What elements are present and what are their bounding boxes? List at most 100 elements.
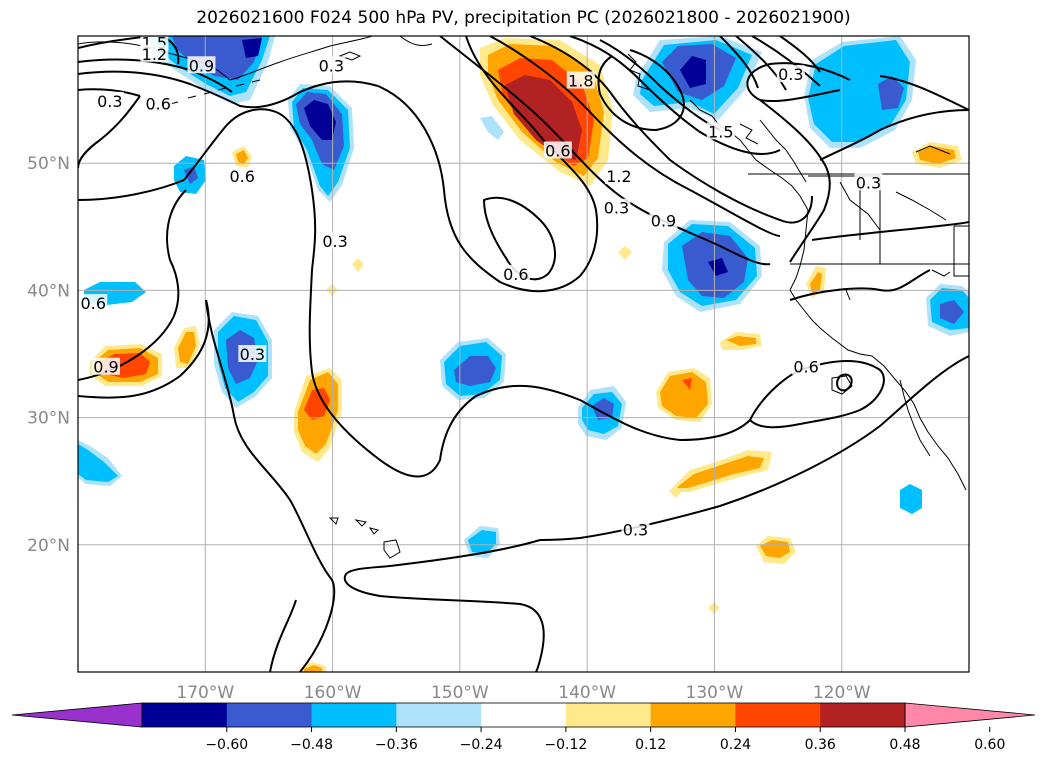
lon-tick-label: 140°W <box>558 683 616 703</box>
precip-negative-feature <box>900 484 922 514</box>
contour-label-bg <box>95 91 124 109</box>
precip-negative-feature <box>804 36 916 148</box>
colorbar-bin <box>650 703 736 727</box>
contour-label: 0.3 <box>319 56 344 75</box>
colorbar-bin <box>820 703 906 727</box>
lat-tick-label: 50°N <box>27 154 70 174</box>
contour-label-bg <box>501 264 530 282</box>
precip-negative-feature <box>468 530 496 554</box>
contour-label-bg <box>621 520 650 538</box>
colorbar-tick-label: −0.24 <box>460 737 503 753</box>
map-frame <box>77 35 970 673</box>
contour-label-bg <box>566 71 595 89</box>
colorbar-tick-label: −0.36 <box>375 737 418 753</box>
lon-tick-label: 130°W <box>686 683 744 703</box>
chart-title: 2026021600 F024 500 hPa PV, precipitatio… <box>196 8 851 28</box>
contour-label-bg <box>706 122 735 140</box>
contour-label: 0.3 <box>856 173 881 192</box>
contour-label-bg <box>140 44 169 62</box>
precip-positive-feature <box>236 150 248 164</box>
colorbar-extend-low <box>11 702 143 728</box>
contour-label: 1.2 <box>606 167 631 186</box>
lon-tick-label: 150°W <box>431 683 489 703</box>
colorbar: −0.60 −0.48 −0.36 −0.24 −0.12 0.12 0.24 0.36 0.4… <box>11 702 1036 753</box>
contour-label: 0.6 <box>229 167 254 186</box>
contour-label-bg <box>543 141 572 159</box>
contour-label: 0.9 <box>93 358 118 377</box>
precip-positive-feature <box>178 332 196 364</box>
contour-label: 0.3 <box>322 232 347 251</box>
precip-positive-feature <box>670 486 682 498</box>
precip-positive-feature <box>918 146 956 164</box>
precip-positive-feature <box>810 272 822 294</box>
colorbar-tick-label: 0.36 <box>805 737 836 753</box>
colorbar-tick-label: 0.12 <box>635 737 666 753</box>
contour-label: 0.6 <box>503 265 528 284</box>
precip-negative-feature <box>633 36 762 120</box>
precip-positive-feature <box>294 368 342 462</box>
precip-negative-feature <box>184 166 198 184</box>
precip-negative-feature <box>440 338 506 400</box>
precip-negative-feature <box>78 444 118 482</box>
precip-negative-feature <box>288 84 354 202</box>
precip-negative-feature <box>480 116 504 140</box>
contour-label: 0.3 <box>604 199 629 218</box>
contour-label-bg <box>92 357 121 375</box>
colorbar-bin <box>735 703 821 727</box>
precip-positive-feature <box>656 368 712 422</box>
contour-label-bg <box>187 56 216 74</box>
colorbar-bin <box>481 703 567 727</box>
colorbar-bin <box>396 703 482 727</box>
lat-tick-label: 40°N <box>27 281 70 301</box>
colorbar-bin <box>311 703 397 727</box>
precip-positive-feature <box>668 450 772 492</box>
contour-label: 0.9 <box>189 56 214 75</box>
contour-label-bg <box>649 211 678 229</box>
colorbar-bin <box>226 703 313 727</box>
contour-label-bg <box>604 166 633 184</box>
contour-label: 1.5 <box>708 122 733 141</box>
colorbar-tick-label: −0.60 <box>205 737 248 753</box>
lat-tick-label: 30°N <box>27 409 70 429</box>
precip-positive-feature <box>304 665 322 672</box>
contour-label-bg <box>144 94 173 112</box>
colorbar-bin <box>565 703 652 727</box>
colorbar-tick-label: 0.60 <box>974 737 1005 753</box>
latitude-labels: 20°N 30°N 40°N 50°N <box>27 154 70 556</box>
contour-label-bg <box>317 56 346 74</box>
pv-contours <box>78 36 969 672</box>
contour-label: 0.6 <box>545 141 570 160</box>
contour-label-bg <box>238 345 267 362</box>
contour-label: 0.6 <box>81 294 106 313</box>
contour-label: 1.8 <box>568 72 593 91</box>
contour-label: 0.3 <box>97 92 122 111</box>
precip-pc-shading <box>78 36 969 672</box>
precip-positive-feature <box>726 336 756 346</box>
contour-label: 0.3 <box>240 345 265 364</box>
lon-tick-label: 170°W <box>176 683 234 703</box>
contour-label-bg <box>854 173 883 191</box>
contour-label: 0.6 <box>793 358 818 377</box>
colorbar-tick-label: −0.12 <box>544 737 587 753</box>
colorbar-bin <box>142 703 228 727</box>
contour-label: 0.9 <box>651 211 676 230</box>
precip-negative-feature <box>926 284 969 336</box>
contour-label-bg <box>792 357 821 375</box>
map-gridlines <box>78 36 969 672</box>
colorbar-tick-label: 0.24 <box>720 737 751 753</box>
colorbar-tick-label: −0.48 <box>290 737 333 753</box>
pv-contour-labels: 1.5 1.2 0.9 0.3 0.3 0.6 0.6 0.3 0.6 0.9 0.3 1.8 0.6 1… <box>79 33 883 540</box>
lat-tick-label: 20°N <box>27 536 70 556</box>
precip-positive-feature <box>618 246 632 260</box>
contour-label: 0.3 <box>778 65 803 84</box>
lon-tick-label: 120°W <box>813 683 871 703</box>
contour-label-bg <box>79 294 108 312</box>
colorbar-frame <box>141 702 906 728</box>
longitude-labels: 170°W 160°W 150°W 140°W 130°W 120°W <box>176 683 870 703</box>
contour-label-bg <box>321 231 350 249</box>
contour-label-bg <box>228 166 257 184</box>
contour-label: 0.6 <box>145 94 170 113</box>
colorbar-extend-high <box>904 702 1036 728</box>
lon-tick-label: 160°W <box>304 683 362 703</box>
